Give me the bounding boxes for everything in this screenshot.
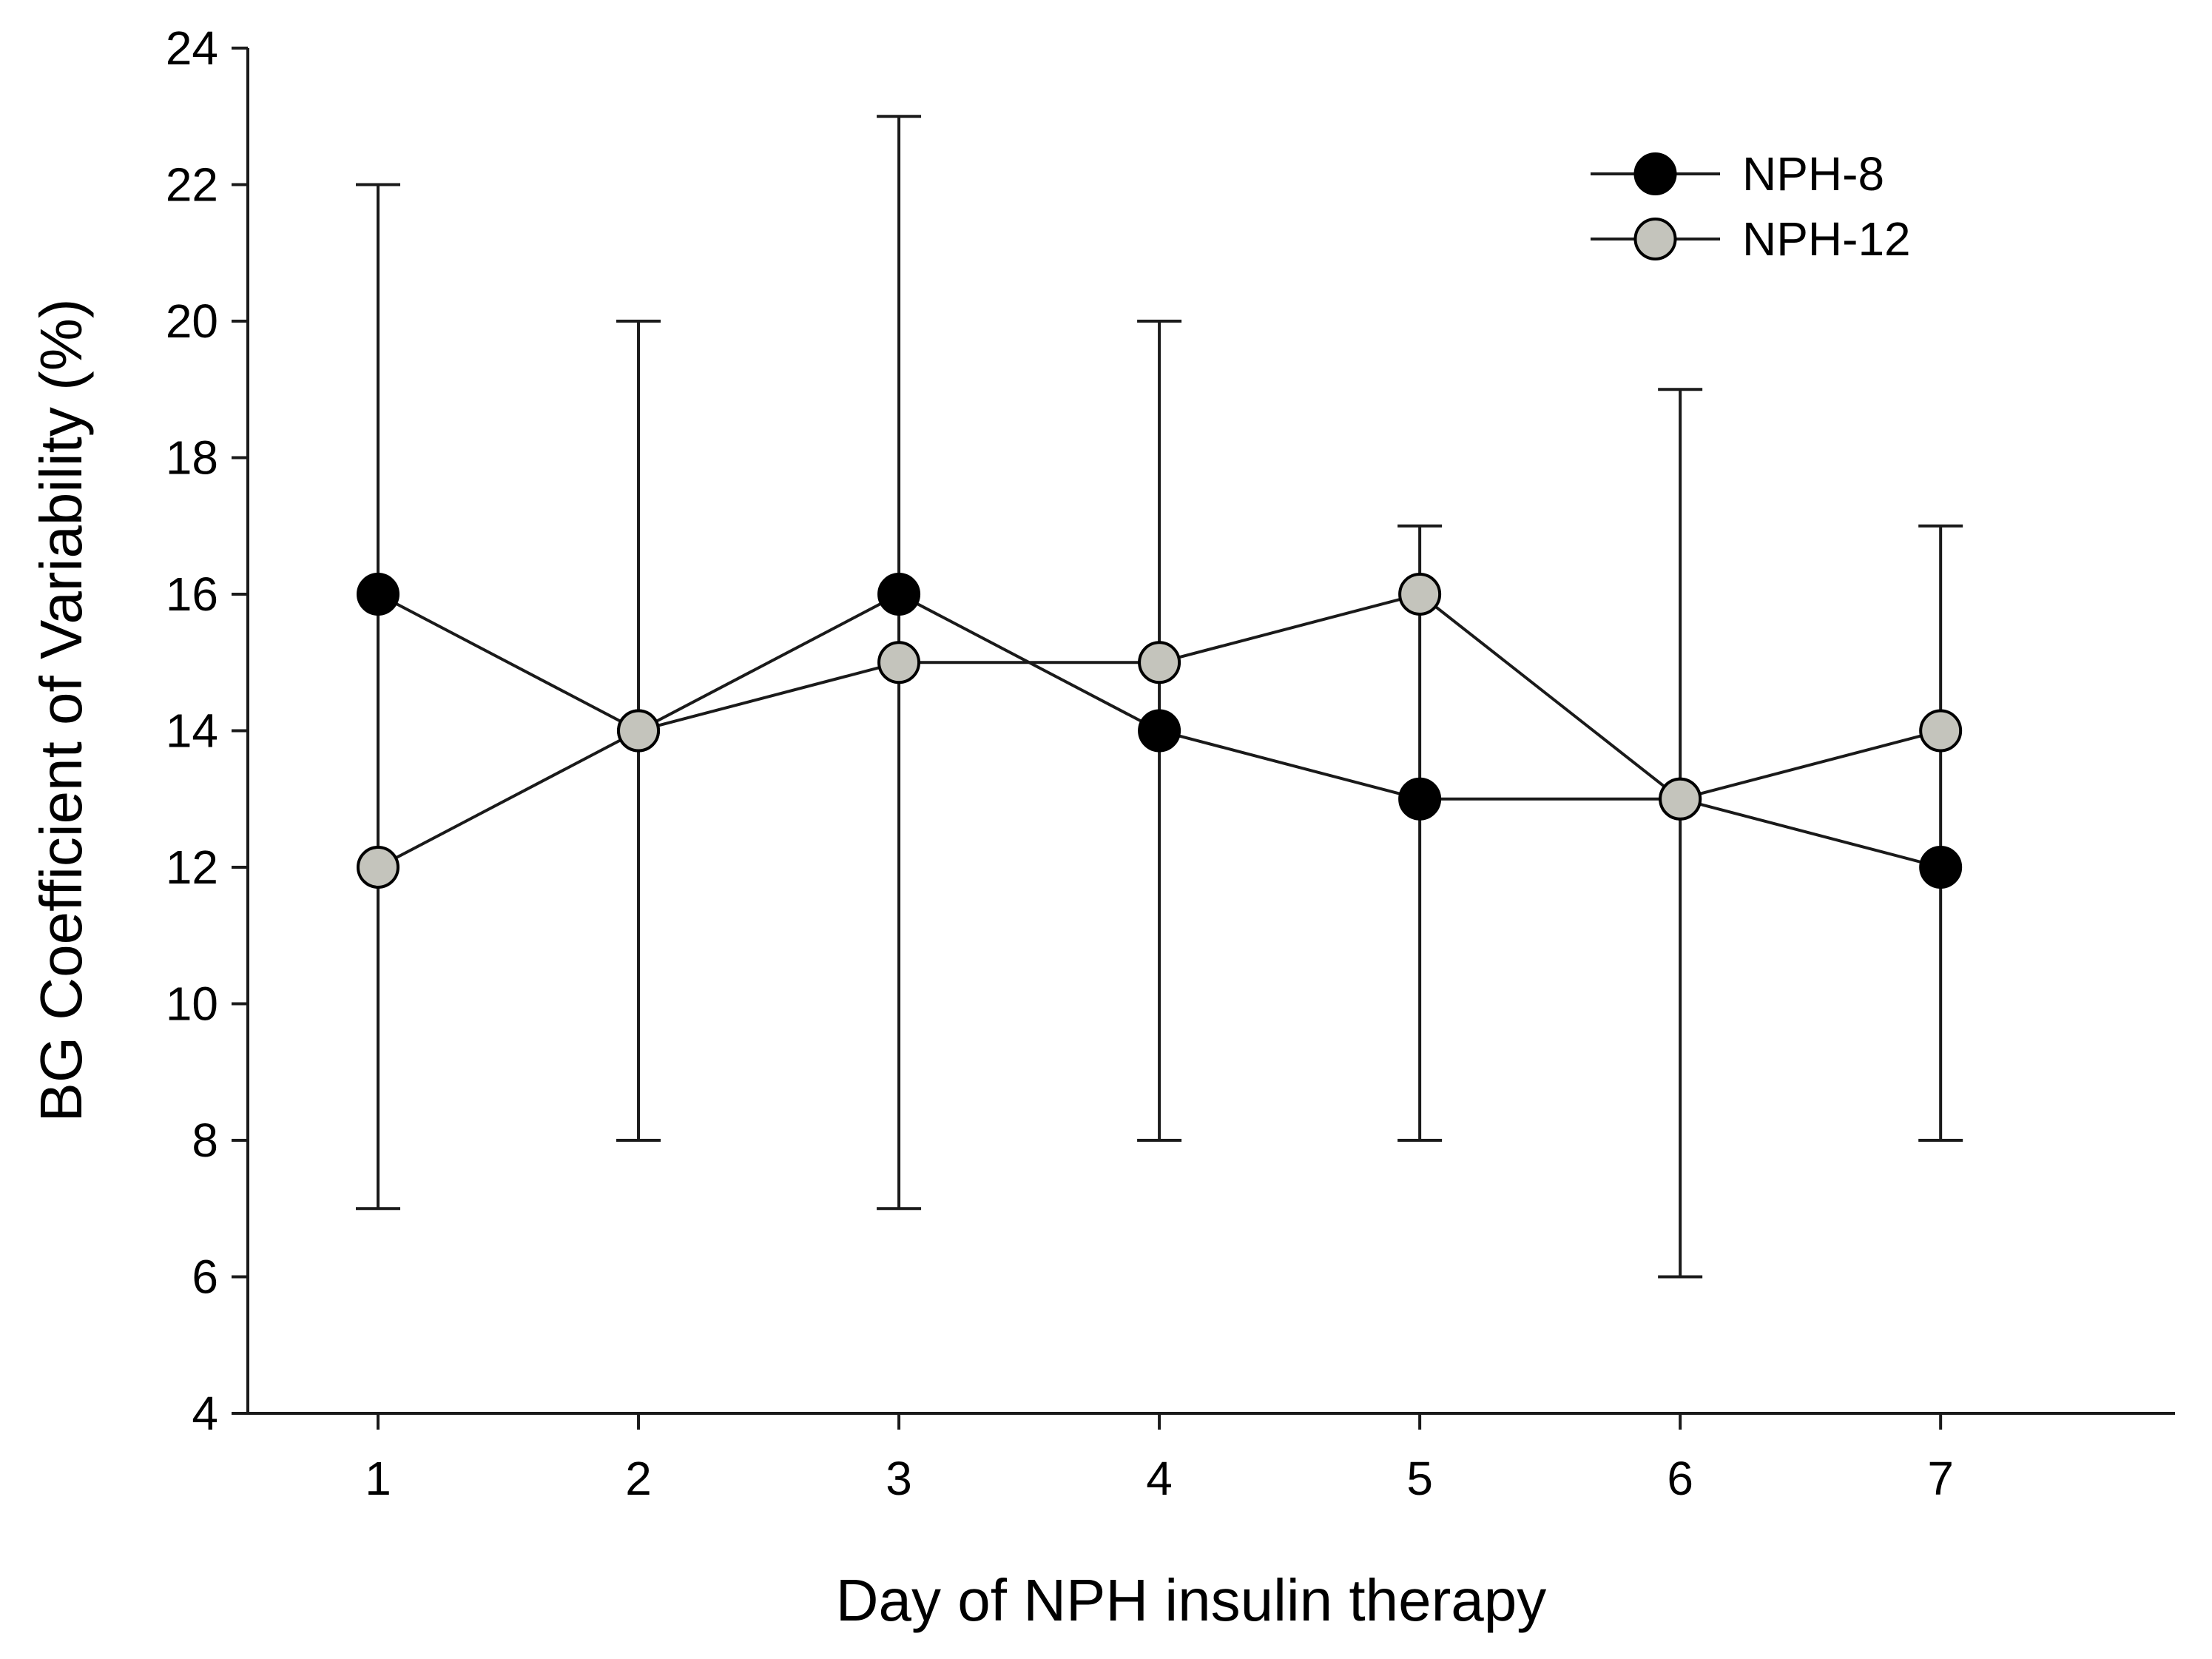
data-markers xyxy=(357,573,1963,889)
data-point-series-1 xyxy=(1138,709,1181,753)
y-tick-label: 18 xyxy=(166,431,218,485)
y-tick-label: 4 xyxy=(192,1387,218,1440)
legend-label: NPH-12 xyxy=(1742,212,1911,266)
x-tick-label: 1 xyxy=(365,1452,391,1505)
y-tick-label: 6 xyxy=(192,1251,218,1304)
y-axis-title: BG Coefficient of Variability (%) xyxy=(28,298,94,1122)
y-tick-label: 24 xyxy=(166,21,218,75)
y-tick-label: 20 xyxy=(166,295,218,348)
y-tick-label: 16 xyxy=(166,568,218,621)
y-tick-label: 14 xyxy=(166,704,218,758)
data-point-series-2 xyxy=(357,846,400,889)
y-tick-label: 12 xyxy=(166,841,218,894)
data-point-series-1 xyxy=(357,573,400,616)
data-point-series-2 xyxy=(1138,641,1181,684)
data-point-series-1 xyxy=(877,573,921,616)
y-tick-label: 22 xyxy=(166,158,218,212)
x-tick-label: 7 xyxy=(1927,1452,1954,1505)
x-axis-title: Day of NPH insulin therapy xyxy=(836,1567,1546,1633)
data-point-series-2 xyxy=(1659,777,1702,821)
data-point-series-2 xyxy=(1398,573,1442,616)
error-bars xyxy=(356,115,1963,1279)
x-tick-label: 5 xyxy=(1406,1452,1433,1505)
data-point-series-1 xyxy=(1398,777,1442,821)
x-tick-label: 6 xyxy=(1667,1452,1693,1505)
x-tick-label: 4 xyxy=(1146,1452,1173,1505)
legend-marker xyxy=(1633,218,1677,260)
y-tick-label: 10 xyxy=(166,977,218,1031)
x-tick-label: 2 xyxy=(625,1452,652,1505)
legend-label: NPH-8 xyxy=(1742,147,1884,201)
y-tick-label: 8 xyxy=(192,1114,218,1167)
data-point-series-2 xyxy=(877,641,921,684)
data-point-series-2 xyxy=(617,709,661,753)
data-point-series-2 xyxy=(1919,709,1963,753)
data-point-series-1 xyxy=(1919,846,1963,889)
legend-marker xyxy=(1633,152,1677,195)
x-tick-label: 3 xyxy=(886,1452,912,1505)
legend: NPH-8 NPH-12 xyxy=(1591,147,1911,266)
